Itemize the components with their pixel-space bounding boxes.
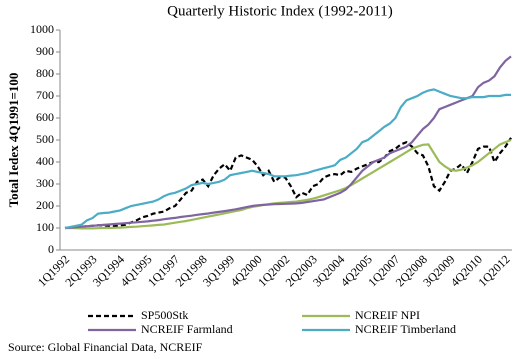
y-tick-label: 300 [36, 176, 54, 190]
legend-label: NCREIF Farmland [141, 322, 233, 336]
y-tick-label: 500 [36, 132, 54, 146]
legend-label: NCREIF NPI [355, 308, 420, 322]
y-tick-label: 700 [36, 88, 54, 102]
source-note: Source: Global Financial Data, NCREIF [8, 340, 203, 354]
legend-label: NCREIF Timberland [355, 322, 456, 336]
series-line [64, 88, 511, 230]
y-tick-label: 0 [48, 242, 54, 256]
y-tick-label: 400 [36, 154, 54, 168]
chart-title: Quarterly Historic Index (1992-2011) [167, 3, 393, 19]
series-line [64, 55, 512, 230]
series-line [65, 138, 512, 230]
x-tick-label: 1Q2012 [475, 252, 512, 289]
y-tick-label: 100 [36, 220, 54, 234]
y-tick-label: 900 [36, 44, 54, 58]
y-axis-label: Total Iedex 4Q1991=100 [6, 73, 21, 208]
series-line [64, 137, 512, 230]
y-tick-label: 600 [36, 110, 54, 124]
y-tick-label: 1000 [30, 22, 54, 36]
legend-label: SP500Stk [141, 308, 188, 322]
y-tick-label: 800 [36, 66, 54, 80]
y-tick-label: 200 [36, 198, 54, 212]
